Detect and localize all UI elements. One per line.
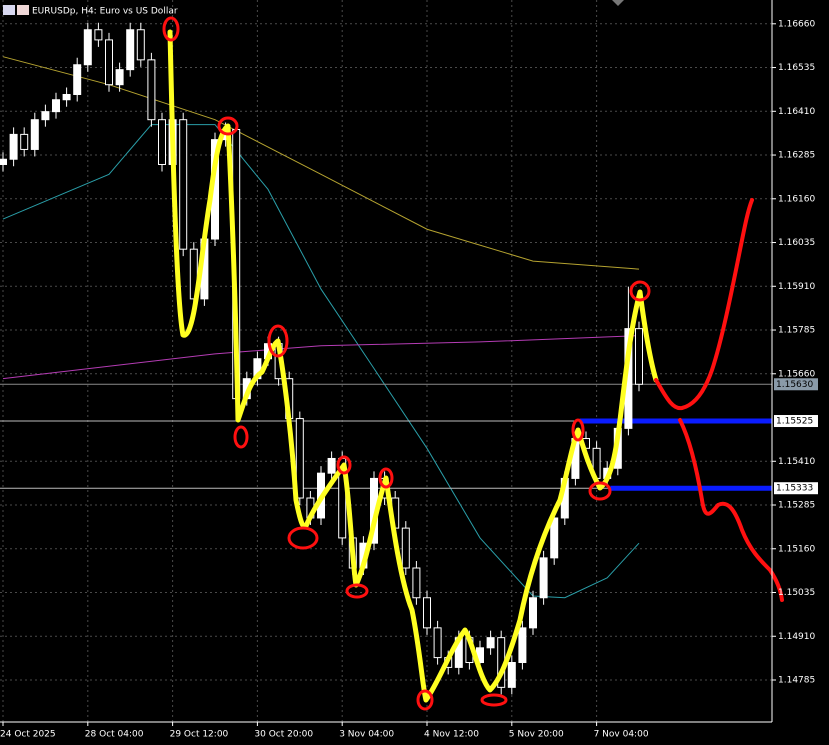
x-tick-label: 3 Nov 04:00 (339, 730, 394, 740)
y-tick-label: 1.15660 (778, 369, 815, 379)
candle-body (433, 627, 442, 659)
marker (629, 280, 651, 302)
marker (571, 418, 585, 442)
candle-body (550, 517, 559, 559)
price-label-box (774, 482, 818, 495)
drawings (162, 16, 784, 711)
candle-body (41, 111, 50, 121)
markers (162, 16, 651, 711)
candle-body (179, 119, 188, 250)
price-levels (0, 383, 772, 491)
marker (287, 526, 319, 550)
candle-body (486, 637, 495, 649)
marker (217, 116, 239, 136)
y-tick-label: 1.14785 (778, 676, 815, 686)
y-tick-label: 1.14910 (778, 632, 815, 642)
marker (162, 16, 180, 42)
chart-title: EURUSDp, H4: Euro vs US Dollar (32, 7, 178, 17)
candle-body (507, 662, 516, 688)
marker (588, 481, 612, 501)
candle-body (635, 328, 643, 385)
marker (480, 693, 508, 707)
candle-body (529, 597, 537, 629)
x-tick-label: 4 Nov 12:00 (424, 730, 479, 740)
candle-body (115, 69, 124, 86)
symbol-icon (17, 5, 29, 15)
y-tick-label: 1.16285 (778, 151, 815, 161)
price-label-box (774, 415, 818, 428)
x-tick-label: 5 Nov 20:00 (509, 730, 564, 740)
y-tick-label: 1.15785 (778, 326, 815, 336)
symbol-icon (3, 5, 15, 15)
marker (233, 425, 249, 449)
marker (345, 583, 369, 599)
price-label-box (774, 378, 818, 391)
candle-body (52, 99, 60, 113)
candle-body (539, 557, 548, 599)
y-tick-label: 1.16660 (778, 19, 815, 29)
red-projection-down (678, 418, 784, 602)
y-tick-label: 1.15285 (778, 501, 815, 511)
candle-body (73, 64, 82, 95)
candle-body (62, 93, 71, 101)
candle-body (327, 457, 336, 474)
candle-body (9, 133, 18, 160)
x-tick-label: 24 Oct 2025 (0, 730, 56, 740)
moving-average (2, 335, 640, 380)
candle-body (412, 567, 421, 599)
candle-body (147, 59, 156, 121)
shift-marker (612, 0, 624, 6)
candle-body (158, 119, 166, 165)
y-tick-label: 1.15910 (778, 282, 815, 292)
price-label: 1.15333 (776, 484, 813, 494)
candle-body (518, 627, 527, 664)
price-label: 1.15525 (776, 417, 813, 427)
candle-body (136, 29, 145, 61)
candle-body (0, 158, 7, 165)
y-tick-label: 1.15160 (778, 544, 815, 554)
marker (336, 455, 352, 475)
marker (267, 324, 289, 358)
y-tick-label: 1.15410 (778, 457, 815, 467)
red-projection-up (654, 198, 754, 411)
marker (416, 689, 434, 711)
y-tick-label: 1.16160 (778, 194, 815, 204)
candle-body (423, 597, 431, 629)
candle-body (295, 418, 304, 499)
candle-body (401, 527, 410, 569)
y-tick-label: 1.15035 (778, 588, 815, 598)
candle-body (83, 29, 92, 66)
candle-body (30, 119, 39, 150)
x-tick-label: 30 Oct 20:00 (254, 730, 313, 740)
yellow-trace (167, 29, 659, 703)
y-tick-label: 1.16035 (778, 238, 815, 248)
marker (378, 467, 394, 489)
x-tick-label: 29 Oct 12:00 (170, 730, 229, 740)
x-tick-label: 28 Oct 04:00 (85, 730, 144, 740)
candle-body (94, 29, 103, 41)
candle-body (126, 29, 135, 71)
y-tick-label: 1.16535 (778, 63, 815, 73)
y-tick-label: 1.16410 (778, 107, 815, 117)
candle-body (20, 133, 29, 150)
price-label: 1.15630 (776, 380, 813, 390)
x-tick-label: 7 Nov 04:00 (594, 730, 649, 740)
candle-body (105, 39, 113, 86)
